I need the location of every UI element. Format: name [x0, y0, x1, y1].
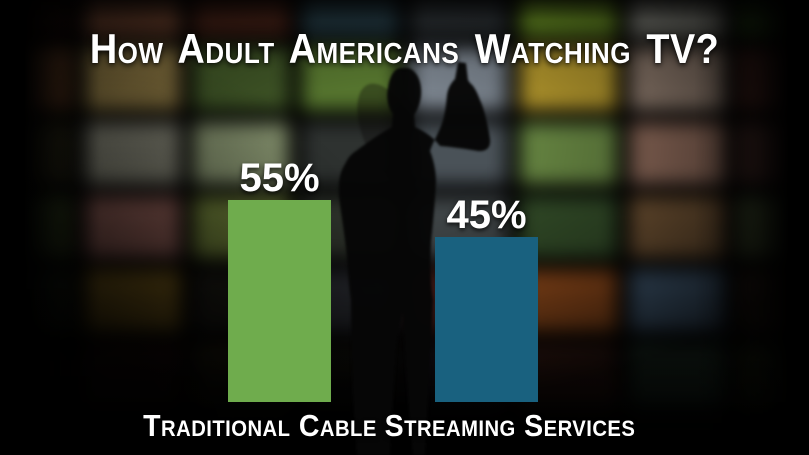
bar-traditional-cable	[228, 200, 331, 402]
page-title: How Adult Americans Watching TV?	[89, 25, 720, 72]
person-silhouette-path	[338, 62, 491, 455]
value-label-streaming-services: 45%	[446, 193, 527, 237]
category-label-streaming-services: Streaming Services	[384, 408, 636, 443]
category-label-traditional-cable: Traditional Cable	[143, 408, 377, 443]
bar-streaming-services	[435, 237, 538, 402]
value-label-traditional-cable: 55%	[239, 156, 320, 200]
